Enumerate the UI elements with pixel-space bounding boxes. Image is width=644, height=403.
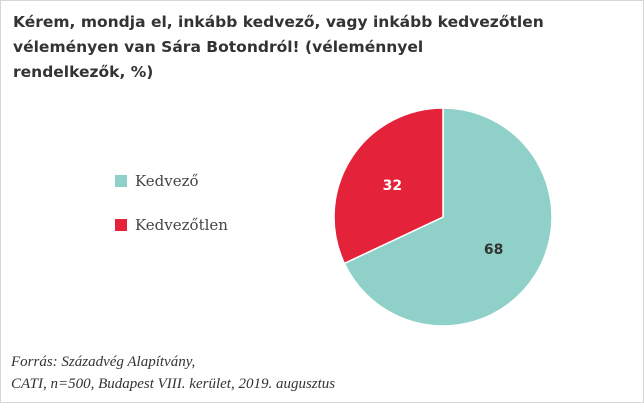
chart-title-line: rendelkezők, %) bbox=[13, 63, 154, 81]
legend-label: Kedvező bbox=[135, 172, 199, 190]
chart-title: Kérem, mondja el, inkább kedvező, vagy i… bbox=[13, 10, 613, 85]
slice-value-label: 68 bbox=[484, 242, 503, 258]
legend-item-kedvezo: Kedvező bbox=[115, 171, 228, 191]
slice-kedvezo bbox=[343, 107, 553, 327]
source-line: CATI, n=500, Budapest VIII. kerület, 201… bbox=[11, 376, 336, 392]
legend-label: Kedvezőtlen bbox=[135, 216, 228, 234]
source-note: Forrás: Századvég Alapítvány, CATI, n=50… bbox=[11, 351, 335, 395]
slice-kedvezotlen bbox=[333, 107, 444, 265]
source-line: Forrás: Századvég Alapítvány, bbox=[11, 354, 196, 370]
slice-value-label: 32 bbox=[383, 178, 402, 194]
legend: Kedvező Kedvezőtlen bbox=[115, 171, 228, 259]
legend-swatch bbox=[115, 175, 127, 187]
chart-title-line: véleményen van Sára Botondról! (véleménn… bbox=[13, 38, 424, 56]
legend-swatch bbox=[115, 219, 127, 231]
legend-item-kedvezotlen: Kedvezőtlen bbox=[115, 215, 228, 235]
chart-title-line: Kérem, mondja el, inkább kedvező, vagy i… bbox=[13, 13, 544, 31]
